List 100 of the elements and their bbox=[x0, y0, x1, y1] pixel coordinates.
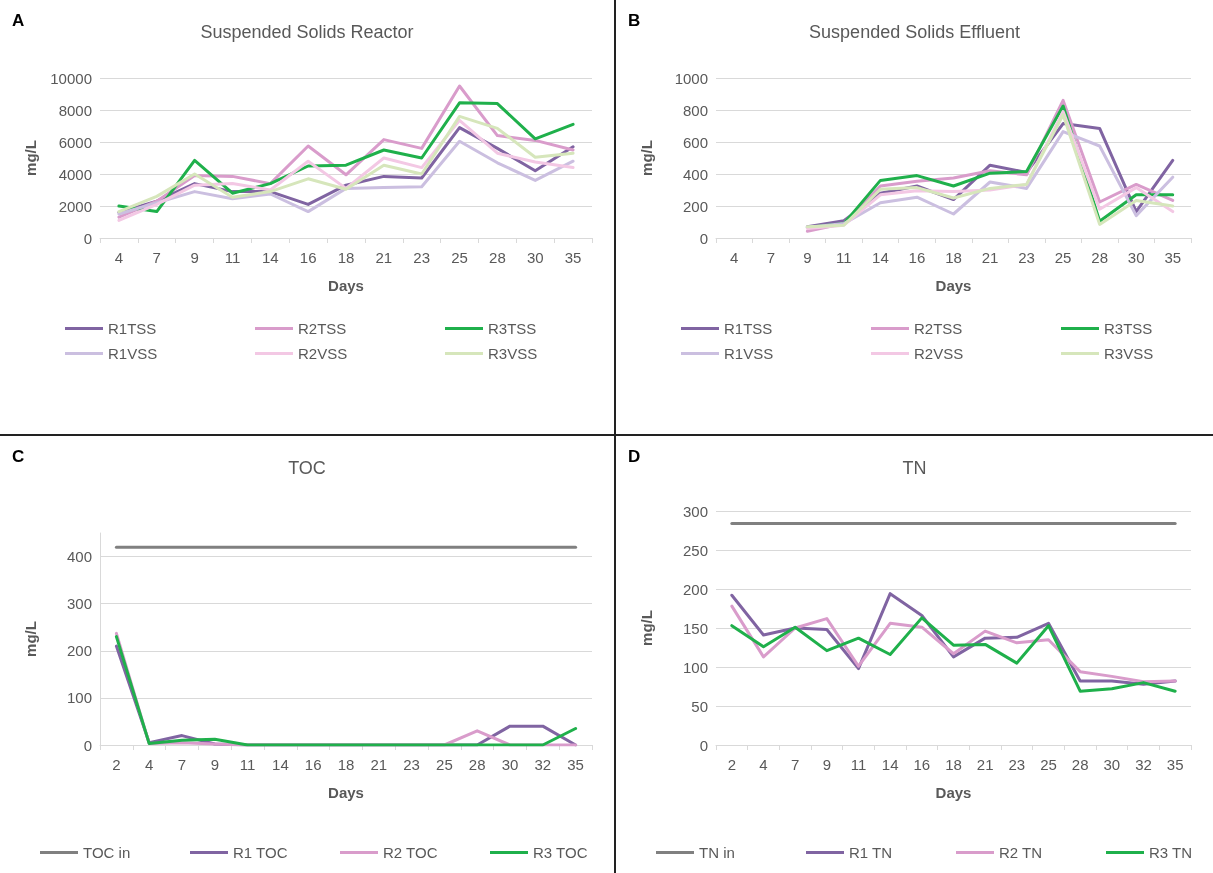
x-tick-label: 23 bbox=[413, 249, 431, 266]
legend-label: R3TSS bbox=[1104, 320, 1153, 337]
x-tick-label: 9 bbox=[803, 249, 812, 266]
y-tick-label: 400 bbox=[66, 548, 92, 566]
legend-label: R2VSS bbox=[298, 345, 348, 362]
y-axis-title: mg/L bbox=[22, 140, 39, 176]
legend-label: R1 TN bbox=[849, 844, 893, 861]
y-tick-label: 0 bbox=[83, 736, 92, 754]
x-tick-label: 28 bbox=[1071, 756, 1089, 773]
text: D bbox=[628, 447, 641, 466]
x-tick-label: 30 bbox=[501, 756, 519, 773]
x-tick-label: 18 bbox=[945, 249, 962, 266]
y-tick-label: 50 bbox=[691, 697, 708, 715]
x-tick-label: 35 bbox=[1166, 756, 1184, 773]
x-tick-label: 18 bbox=[337, 249, 355, 266]
legend-label: TOC in bbox=[83, 844, 131, 861]
y-tick-label: 300 bbox=[66, 595, 92, 613]
x-tick-label: 25 bbox=[1040, 756, 1057, 773]
x-tick-label: 18 bbox=[945, 756, 962, 773]
x-tick-label: 30 bbox=[1127, 249, 1145, 266]
legend-label: R3VSS bbox=[1104, 345, 1154, 362]
x-tick-label: 11 bbox=[224, 249, 241, 266]
legend-label: R3VSS bbox=[488, 345, 538, 362]
x-tick-label: 11 bbox=[239, 756, 256, 773]
x-tick-label: 21 bbox=[370, 756, 388, 773]
y-tick-label: 150 bbox=[682, 619, 708, 637]
x-tick-label: 30 bbox=[1103, 756, 1121, 773]
y-axis-title: mg/L bbox=[638, 140, 655, 176]
text: B bbox=[628, 11, 641, 30]
y-tick-label: 250 bbox=[682, 541, 708, 559]
x-tick-label: 25 bbox=[451, 249, 468, 266]
x-tick-label: 23 bbox=[403, 756, 420, 773]
y-axis-title: mg/L bbox=[638, 610, 655, 646]
x-axis-title: Days bbox=[328, 784, 364, 801]
legend-label: R1VSS bbox=[108, 345, 158, 362]
x-tick-label: 28 bbox=[489, 249, 506, 266]
legend-label: R3TSS bbox=[488, 320, 537, 337]
y-tick-label: 0 bbox=[699, 736, 708, 754]
chart-title: Suspended Solids Effluent bbox=[809, 22, 1020, 42]
x-tick-label: 23 bbox=[1008, 756, 1026, 773]
x-tick-label: 9 bbox=[210, 756, 219, 773]
legend-label: R2 TN bbox=[999, 844, 1043, 861]
y-tick-label: 100 bbox=[66, 689, 92, 707]
x-tick-label: 28 bbox=[1091, 249, 1108, 266]
y-tick-label: 10000 bbox=[50, 69, 92, 87]
legend-label: R1 TOC bbox=[233, 844, 288, 861]
x-tick-label: 23 bbox=[1018, 249, 1035, 266]
x-tick-label: 25 bbox=[436, 756, 453, 773]
y-tick-label: 200 bbox=[682, 580, 708, 598]
x-tick-label: 16 bbox=[908, 249, 926, 266]
x-tick-label: 35 bbox=[1164, 249, 1182, 266]
legend-label: R1VSS bbox=[724, 345, 774, 362]
chart-title: Suspended Solids Reactor bbox=[200, 22, 414, 42]
x-axis-title: Days bbox=[935, 784, 972, 801]
x-tick-label: 18 bbox=[337, 756, 355, 773]
x-tick-label: 21 bbox=[981, 249, 999, 266]
legend-label: R2 TOC bbox=[383, 844, 438, 861]
legend-label: TN in bbox=[699, 844, 735, 861]
x-tick-label: 7 bbox=[790, 756, 800, 773]
x-tick-label: 14 bbox=[881, 756, 899, 773]
x-tick-label: 14 bbox=[272, 756, 289, 773]
x-tick-label: 2 bbox=[727, 756, 737, 773]
x-tick-label: 7 bbox=[152, 249, 161, 266]
x-axis-title: Days bbox=[328, 277, 364, 294]
x-tick-label: 11 bbox=[836, 249, 852, 266]
legend-label: R3 TOC bbox=[533, 844, 588, 861]
x-tick-label: 11 bbox=[850, 756, 867, 773]
legend-label: R3 TN bbox=[1149, 844, 1193, 861]
x-tick-label: 16 bbox=[913, 756, 931, 773]
legend-label: R2VSS bbox=[914, 345, 964, 362]
x-tick-label: 7 bbox=[766, 249, 775, 266]
x-tick-label: 21 bbox=[375, 249, 393, 266]
x-tick-label: 28 bbox=[468, 756, 486, 773]
y-tick-label: 100 bbox=[682, 658, 708, 676]
y-tick-label: 6000 bbox=[58, 133, 92, 151]
x-tick-label: 9 bbox=[190, 249, 199, 266]
y-tick-label: 2000 bbox=[58, 197, 92, 215]
x-tick-label: 14 bbox=[261, 249, 279, 266]
text: C bbox=[12, 447, 25, 466]
y-tick-label: 300 bbox=[682, 502, 708, 520]
x-tick-label: 35 bbox=[567, 756, 584, 773]
x-tick-label: 4 bbox=[114, 249, 124, 266]
x-tick-label: 4 bbox=[145, 756, 154, 773]
x-tick-label: 2 bbox=[112, 756, 121, 773]
y-tick-label: 600 bbox=[682, 133, 708, 151]
x-tick-label: 35 bbox=[564, 249, 582, 266]
legend-label: R1TSS bbox=[724, 320, 773, 337]
y-tick-label: 4000 bbox=[58, 165, 92, 183]
text: A bbox=[12, 11, 25, 30]
y-tick-label: 0 bbox=[699, 229, 708, 247]
y-tick-label: 400 bbox=[682, 165, 708, 183]
x-tick-label: 21 bbox=[976, 756, 994, 773]
x-tick-label: 25 bbox=[1054, 249, 1072, 266]
chart-title: TN bbox=[902, 458, 927, 478]
y-tick-label: 1000 bbox=[674, 69, 708, 87]
legend-label: R2TSS bbox=[914, 320, 963, 337]
legend-label: R2TSS bbox=[298, 320, 347, 337]
y-axis-title: mg/L bbox=[22, 621, 39, 657]
legend-label: R1TSS bbox=[108, 320, 157, 337]
x-tick-label: 4 bbox=[730, 249, 739, 266]
